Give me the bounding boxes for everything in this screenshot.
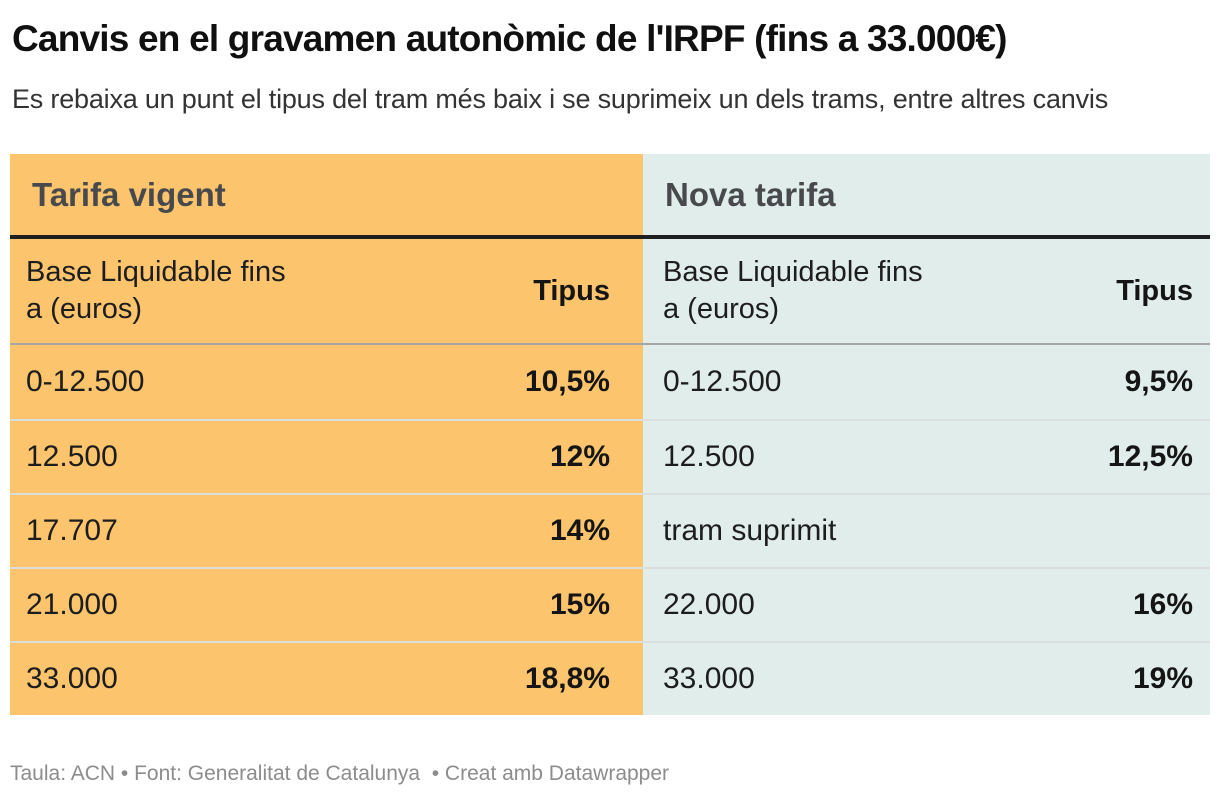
- tipus-cell: 15%: [549, 588, 610, 621]
- new-tariff-column-headers: Base Liquidable fins a (euros) Tipus: [643, 239, 1210, 345]
- base-cell: 0-12.500: [26, 365, 145, 398]
- table-row: 17.707 14%: [10, 493, 643, 567]
- base-cell: 17.707: [26, 514, 118, 547]
- table-row: 12.500 12,5%: [643, 419, 1210, 493]
- comparison-table: Tarifa vigent Base Liquidable fins a (eu…: [10, 154, 1210, 715]
- chart-title: Canvis en el gravamen autonòmic de l'IRP…: [12, 18, 1007, 59]
- tipus-cell: 14%: [549, 514, 610, 547]
- current-tariff-band-header: Tarifa vigent: [10, 154, 643, 239]
- table-row: 33.000 18,8%: [10, 641, 643, 715]
- tipus-column-header: Tipus: [533, 274, 610, 307]
- table-row: tram suprimit: [643, 493, 1210, 567]
- base-cell: 21.000: [26, 588, 118, 621]
- base-cell: 22.000: [663, 588, 755, 621]
- base-cell: 12.500: [26, 440, 118, 473]
- tipus-cell: 12%: [549, 440, 610, 473]
- chart-subtitle: Es rebaixa un punt el tipus del tram més…: [12, 84, 1108, 114]
- base-cell: 33.000: [663, 662, 755, 695]
- table-row: 0-12.500 9,5%: [643, 345, 1210, 419]
- table-row: 22.000 16%: [643, 567, 1210, 641]
- column-current-tariff: Tarifa vigent Base Liquidable fins a (eu…: [10, 154, 643, 715]
- column-new-tariff: Nova tarifa Base Liquidable fins a (euro…: [643, 154, 1210, 715]
- base-cell: 33.000: [26, 662, 118, 695]
- tipus-cell: 9,5%: [1124, 365, 1193, 398]
- new-tariff-band-header: Nova tarifa: [643, 154, 1210, 239]
- table-row: 33.000 19%: [643, 641, 1210, 715]
- table-row: 12.500 12%: [10, 419, 643, 493]
- base-column-header: Base Liquidable fins a (euros): [663, 256, 923, 325]
- table-row: 0-12.500 10,5%: [10, 345, 643, 419]
- base-cell: 0-12.500: [663, 365, 782, 398]
- base-column-header: Base Liquidable fins a (euros): [26, 256, 286, 325]
- tipus-cell: 19%: [1132, 662, 1193, 695]
- tipus-cell: 10,5%: [524, 365, 610, 398]
- table-row: 21.000 15%: [10, 567, 643, 641]
- current-tariff-column-headers: Base Liquidable fins a (euros) Tipus: [10, 239, 643, 345]
- chart-header: Canvis en el gravamen autonòmic de l'IRP…: [0, 0, 1220, 116]
- tipus-cell: 18,8%: [524, 662, 610, 695]
- tipus-cell: 12,5%: [1107, 440, 1193, 473]
- footer-attribution: Taula: ACN • Font: Generalitat de Catalu…: [10, 762, 670, 785]
- base-cell: 12.500: [663, 440, 755, 473]
- base-cell: tram suprimit: [663, 514, 837, 547]
- tipus-cell: 16%: [1132, 588, 1193, 621]
- tipus-column-header: Tipus: [1116, 274, 1193, 307]
